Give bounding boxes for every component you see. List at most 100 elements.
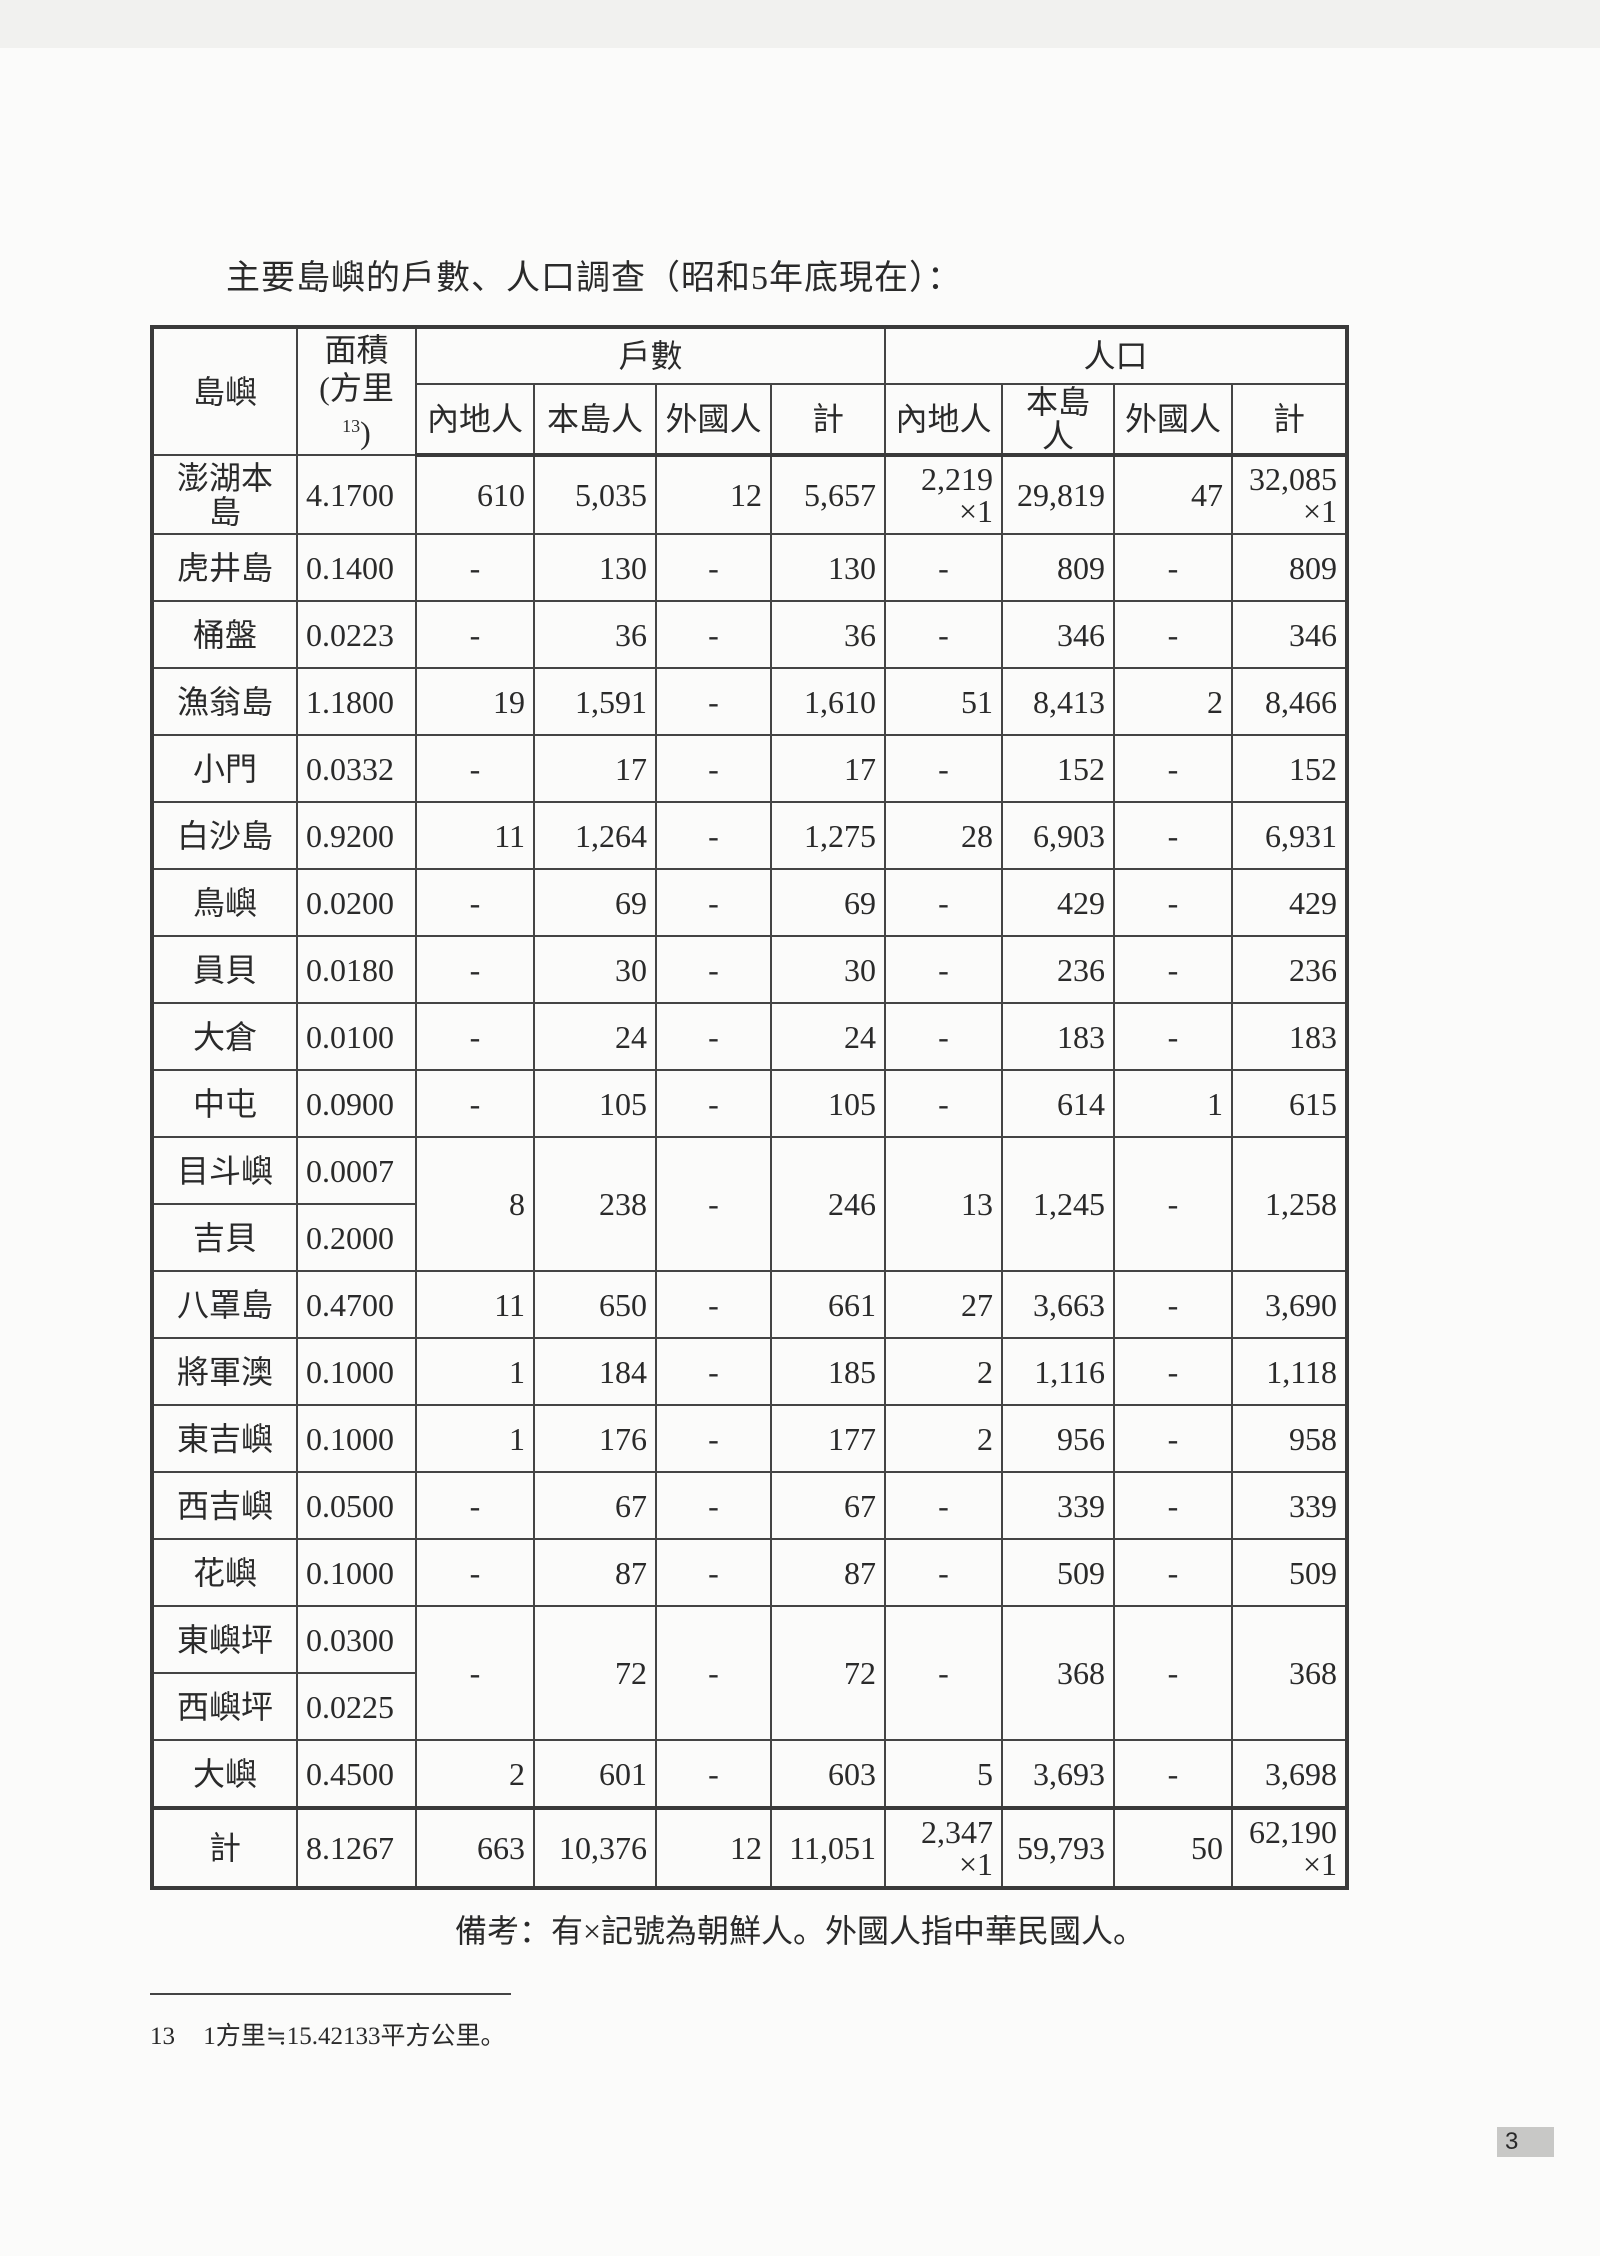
cell-value: 11 (415, 801, 535, 870)
cell-value: - (884, 868, 1003, 937)
cell-value: 2,347 ×1 (884, 1806, 1003, 1889)
cell-value: - (415, 533, 535, 602)
island-area: 4.1700 (296, 454, 417, 535)
cell-value: 177 (770, 1404, 886, 1473)
header-population: 人口 (884, 326, 1348, 385)
cell-value: 1,610 (770, 667, 886, 736)
cell-value: - (655, 600, 772, 669)
subheader-households-0: 內地人 (415, 383, 535, 457)
cell-value: - (415, 600, 535, 669)
cell-value: - (884, 600, 1003, 669)
island-area: 0.4700 (296, 1270, 417, 1339)
island-area: 8.1267 (296, 1806, 417, 1889)
footnote-text: 1方里≒15.42133平方公里。 (203, 2023, 506, 2050)
header-area: 面積 (方里 13) (296, 326, 417, 456)
island-area: 0.0100 (296, 1002, 417, 1071)
cell-value: 152 (1231, 734, 1348, 803)
cell-value: 19 (415, 667, 535, 736)
cell-value: 2 (884, 1337, 1003, 1406)
table-row: 目斗嶼 0.0007 8 238-246 13 1,245-1,258 (151, 1136, 1348, 1272)
cell-value: 29,819 (1001, 454, 1115, 535)
cell-number: 2,219 (921, 461, 993, 497)
island-name: 將軍澳 (151, 1337, 298, 1406)
cell-value: 27 (884, 1270, 1003, 1339)
table-row: 大嶼 0.4500 2 601-603 5 3,693-3,698 (151, 1739, 1348, 1809)
island-name: 小門 (151, 734, 298, 803)
cell-value: - (1113, 1136, 1233, 1272)
subheader-population-1: 本島人 (1001, 383, 1115, 457)
island-name: 白沙島 (151, 801, 298, 870)
cell-value: 368 (1001, 1605, 1115, 1741)
subheader-households-2: 外國人 (655, 383, 772, 457)
cell-value: - (1113, 868, 1233, 937)
cell-value: 47 (1113, 454, 1233, 535)
cell-value: 17 (533, 734, 657, 803)
island-area: 0.1400 (296, 533, 417, 602)
table-row: 大倉 0.0100-24-24-183-183 (151, 1002, 1348, 1071)
cell-value: - (655, 667, 772, 736)
cell-value: 2 (415, 1739, 535, 1809)
island-name: 吉貝 (151, 1203, 298, 1272)
cell-value: 346 (1001, 600, 1115, 669)
cell-value: - (1113, 1270, 1233, 1339)
cell-value: 185 (770, 1337, 886, 1406)
cell-value: - (884, 1471, 1003, 1540)
cell-value: - (655, 1136, 772, 1272)
island-name: 八罩島 (151, 1270, 298, 1339)
table-row: 花嶼 0.1000-87-87-509-509 (151, 1538, 1348, 1607)
island-area: 0.2000 (296, 1203, 417, 1272)
cell-value: 32,085 ×1 (1231, 454, 1348, 535)
cell-value: 1,245 (1001, 1136, 1115, 1272)
cell-value: - (655, 801, 772, 870)
header-area-label: 面積 (324, 332, 389, 369)
island-area: 0.0332 (296, 734, 417, 803)
cell-value: 663 (415, 1806, 535, 1889)
cell-value: - (655, 1538, 772, 1607)
table-row: 西吉嶼 0.0500-67-67-339-339 (151, 1471, 1348, 1540)
cell-value: 152 (1001, 734, 1115, 803)
cell-value: - (415, 1538, 535, 1607)
island-name: 漁翁島 (151, 667, 298, 736)
cell-value: 176 (533, 1404, 657, 1473)
cell-value: 28 (884, 801, 1003, 870)
island-area: 0.0180 (296, 935, 417, 1004)
island-area: 0.0225 (296, 1672, 417, 1741)
cell-value: 67 (533, 1471, 657, 1540)
cell-value: - (884, 533, 1003, 602)
island-area: 0.9200 (296, 801, 417, 870)
cell-value: 6,931 (1231, 801, 1348, 870)
cell-value: 10,376 (533, 1806, 657, 1889)
cell-value: 246 (770, 1136, 886, 1272)
island-area: 0.1000 (296, 1337, 417, 1406)
cell-value: 603 (770, 1739, 886, 1809)
cell-number: 2,347 (921, 1814, 993, 1850)
cell-value: 346 (1231, 600, 1348, 669)
cell-value: - (655, 1002, 772, 1071)
cell-value: 956 (1001, 1404, 1115, 1473)
cell-value: - (1113, 935, 1233, 1004)
island-area: 0.0200 (296, 868, 417, 937)
cell-value: 1,258 (1231, 1136, 1348, 1272)
table-row: 東吉嶼 0.1000 1 176-177 2 956-958 (151, 1404, 1348, 1473)
cell-value: 17 (770, 734, 886, 803)
table-row: 鳥嶼 0.0200-69-69-429-429 (151, 868, 1348, 937)
table-row: 西嶼坪 0.0225 (151, 1672, 1347, 1741)
cell-value: 8,413 (1001, 667, 1115, 736)
cell-value: - (1113, 533, 1233, 602)
cell-value: 11 (415, 1270, 535, 1339)
cell-value: 650 (533, 1270, 657, 1339)
cell-value: - (655, 1069, 772, 1138)
island-area: 0.1000 (296, 1538, 417, 1607)
cell-value: 2 (1113, 667, 1233, 736)
island-name: 目斗嶼 (151, 1136, 298, 1205)
cell-value: 661 (770, 1270, 886, 1339)
cell-value: 87 (770, 1538, 886, 1607)
cell-value: 236 (1231, 935, 1348, 1004)
island-area: 0.0900 (296, 1069, 417, 1138)
cell-value: 51 (884, 667, 1003, 736)
cell-value: - (1113, 1002, 1233, 1071)
page-number: 3 (1497, 2127, 1554, 2157)
header-households: 戶數 (415, 326, 886, 385)
island-name: 澎湖本島 (151, 454, 298, 535)
cell-value: - (655, 1270, 772, 1339)
